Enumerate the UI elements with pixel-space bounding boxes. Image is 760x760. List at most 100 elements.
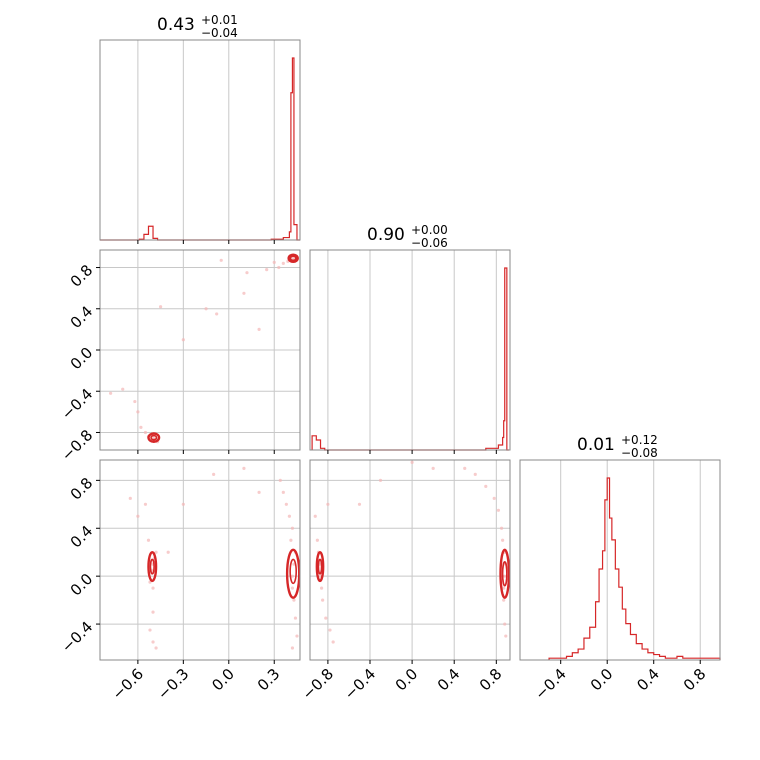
x-tick-label: 0.0 [392, 665, 422, 695]
sample-point [287, 514, 291, 518]
sample-point [290, 526, 295, 530]
sample-point [245, 271, 249, 275]
sample-point [501, 538, 505, 542]
sample-point [151, 586, 155, 590]
density-contour [289, 558, 298, 585]
sample-point [473, 472, 477, 476]
x-tick-label: −0.6 [109, 665, 147, 703]
density-contour [317, 558, 323, 575]
sample-point [143, 502, 148, 506]
density-contour [315, 551, 325, 583]
panel-frame [99, 39, 301, 241]
sample-point [212, 472, 216, 476]
y-tick-label: 0.8 [67, 474, 97, 504]
sample-point [204, 307, 208, 311]
x-tick-label: 0.8 [680, 665, 710, 695]
x-tick-label: 0.0 [208, 665, 238, 695]
sample-point [281, 490, 285, 494]
panel-title: 0.90 +0.00−0.06 [367, 223, 448, 250]
sample-point [242, 291, 246, 295]
sample-point [492, 496, 496, 500]
scatter-panel-0 [96, 249, 301, 454]
x-tick-label: 0.0 [587, 665, 617, 695]
title-upper-error: +0.12 [621, 433, 658, 447]
sample-point [378, 478, 383, 482]
sample-point [154, 550, 158, 554]
panel-frame [519, 459, 721, 661]
sample-point [295, 634, 299, 638]
y-tick-label: 0.0 [67, 570, 97, 600]
sample-point [499, 526, 504, 530]
sample-point [151, 640, 155, 644]
sample-point [321, 598, 325, 602]
y-tick-label: −0.4 [58, 385, 96, 423]
sample-point [146, 538, 151, 542]
hist-panel-0: 0.43 +0.01−0.04 [99, 13, 301, 244]
sample-point [159, 305, 163, 309]
sample-point [328, 628, 332, 632]
histogram-step [548, 477, 721, 660]
sample-point [290, 586, 295, 590]
sample-point [313, 514, 317, 518]
sample-point [272, 260, 276, 264]
title-value: 0.43 [157, 15, 195, 35]
title-lower-error: −0.08 [621, 446, 658, 460]
panel-frame [309, 459, 511, 661]
sample-point [139, 425, 143, 429]
x-tick-label: 0.4 [633, 665, 663, 695]
sample-point [331, 640, 335, 644]
sample-point [324, 616, 328, 620]
y-tick-label: 0.0 [67, 344, 97, 374]
x-tick-label: −0.3 [154, 665, 192, 703]
sample-point [257, 490, 261, 494]
density-contour [147, 551, 158, 583]
sample-point [133, 399, 137, 404]
x-tick-label: 0.3 [254, 665, 284, 695]
sample-point [357, 502, 362, 506]
x-tick-label: 0.4 [434, 665, 464, 695]
x-tick-label: −0.8 [299, 665, 337, 703]
y-tick-label: 0.4 [67, 522, 97, 552]
histogram-step [100, 57, 300, 241]
sample-point [315, 538, 319, 542]
sample-point [242, 466, 246, 470]
density-contour [289, 255, 297, 262]
density-contour [499, 548, 511, 599]
y-tick-label: 0.8 [67, 261, 97, 291]
sample-point [326, 502, 330, 506]
sample-point [289, 538, 293, 542]
sample-point [136, 410, 140, 414]
scatter-panel-1 [96, 459, 301, 664]
x-tick-label: −0.4 [341, 665, 379, 703]
sample-point [502, 598, 506, 602]
y-tick-label: −0.8 [58, 426, 96, 464]
sample-point [290, 646, 295, 650]
sample-point [265, 267, 269, 272]
sample-point [503, 574, 507, 578]
sample-point [219, 258, 223, 262]
sample-point [148, 628, 152, 632]
sample-point [410, 460, 414, 464]
panel-title: 0.43 +0.01−0.04 [157, 13, 238, 40]
sample-point [215, 312, 219, 316]
panel-frame [99, 459, 301, 661]
sample-point [154, 646, 158, 650]
sample-point [143, 430, 148, 435]
sample-point [463, 466, 467, 470]
sample-point [136, 514, 140, 518]
sample-point [284, 502, 288, 506]
sample-point [290, 574, 295, 578]
sample-point [503, 622, 507, 626]
sample-point [292, 598, 296, 602]
sample-point [166, 550, 170, 554]
sample-point [502, 586, 506, 590]
density-contour [149, 558, 155, 575]
density-contour [287, 253, 299, 264]
title-upper-error: +0.01 [201, 13, 238, 27]
histogram-step [311, 267, 509, 451]
sample-point [319, 586, 324, 590]
x-tick-label: −0.4 [531, 665, 569, 703]
sample-point [496, 508, 501, 512]
sample-point [484, 484, 488, 488]
